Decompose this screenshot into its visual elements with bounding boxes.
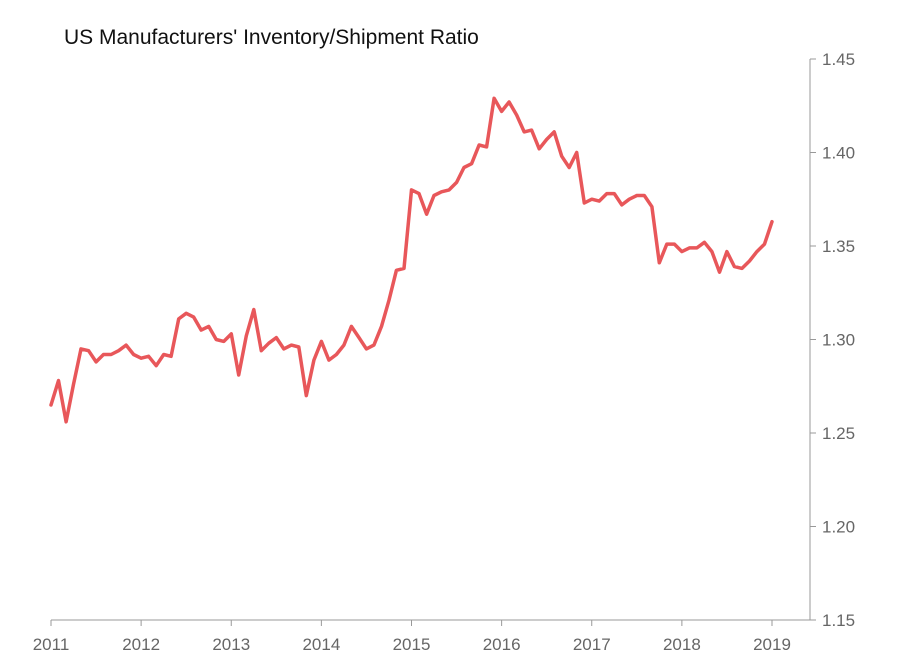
y-tick-label: 1.15 xyxy=(822,611,855,630)
y-tick-label: 1.45 xyxy=(822,50,855,69)
x-tick-label: 2015 xyxy=(393,635,431,654)
series-line-0 xyxy=(49,96,774,424)
y-tick-label: 1.30 xyxy=(822,331,855,350)
y-tick-label: 1.35 xyxy=(822,237,855,256)
x-tick-label: 2019 xyxy=(753,635,791,654)
axes: 2011 2012 2013 2014 2015 2016 2017 2018 2019 1.15… xyxy=(33,50,855,654)
y-tick-label: 1.25 xyxy=(822,424,855,443)
y-tick-label: 1.20 xyxy=(822,518,855,537)
x-tick-label: 2017 xyxy=(573,635,611,654)
plot-area xyxy=(49,96,774,424)
chart-title: US Manufacturers' Inventory/Shipment Rat… xyxy=(64,26,479,49)
x-tick-label: 2016 xyxy=(483,635,521,654)
x-tick-label: 2018 xyxy=(663,635,701,654)
x-tick-label: 2012 xyxy=(122,635,160,654)
x-tick-label: 2013 xyxy=(212,635,250,654)
y-tick-label: 1.40 xyxy=(822,144,855,163)
x-tick-label: 2014 xyxy=(302,635,340,654)
x-tick-label: 2011 xyxy=(33,635,70,654)
